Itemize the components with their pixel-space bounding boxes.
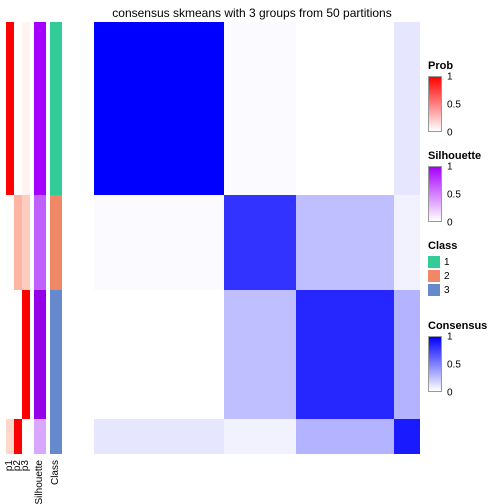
page-title: consensus skmeans with 3 groups from 50 … [0, 6, 504, 20]
anno-cell [6, 195, 14, 290]
heatmap-row [94, 290, 420, 420]
legend-title: Consensus [428, 320, 487, 332]
heatmap-row [94, 195, 420, 290]
heatmap-cell [94, 195, 224, 290]
legend-tick: 0 [447, 218, 453, 229]
anno-cell [14, 22, 22, 195]
legend-swatch-label: 3 [444, 285, 450, 296]
anno-cell [50, 290, 62, 420]
anno-col-class [50, 22, 62, 454]
anno-label-class: Class [50, 460, 61, 485]
anno-col-p3 [22, 22, 30, 454]
legend-tick: 0 [447, 128, 453, 139]
anno-cell [50, 419, 62, 454]
legend-swatch-row: 1 [428, 256, 457, 268]
legend-tick: 0.5 [447, 100, 461, 111]
legend-title: Class [428, 240, 457, 252]
legend-tick: 0.5 [447, 190, 461, 201]
legend-swatch [428, 284, 440, 296]
anno-cell [34, 290, 46, 420]
legend-class: Class 1 2 3 [428, 240, 457, 298]
heatmap-cell [94, 290, 224, 420]
annotation-columns [6, 22, 62, 454]
anno-cell [34, 419, 46, 454]
legend-swatch-row: 3 [428, 284, 457, 296]
anno-cell [50, 195, 62, 290]
heatmap-cell [394, 195, 420, 290]
legend-tick: 1 [447, 332, 453, 343]
legend-title: Silhouette [428, 150, 481, 162]
anno-col-p2 [14, 22, 22, 454]
heatmap-cell [94, 419, 224, 454]
anno-label-p3: p3 [20, 460, 31, 471]
anno-label-silhouette: Silhouette [34, 460, 45, 504]
legend-silhouette: Silhouette 10.50 [428, 150, 481, 222]
anno-cell [6, 419, 14, 454]
heatmap-cell [224, 419, 296, 454]
anno-cell [22, 290, 30, 420]
heatmap-cell [296, 290, 394, 420]
legend-gradient: 10.50 [428, 336, 442, 392]
anno-cell [6, 290, 14, 420]
legend-gradient: 10.50 [428, 76, 442, 132]
heatmap-cell [394, 419, 420, 454]
legend-swatch [428, 256, 440, 268]
anno-cell [14, 419, 22, 454]
anno-cell [22, 419, 30, 454]
heatmap-row [94, 22, 420, 195]
anno-cell [6, 22, 14, 195]
legend-tick: 0.5 [447, 360, 461, 371]
legend-gradient: 10.50 [428, 166, 442, 222]
heatmap-cell [224, 195, 296, 290]
heatmap-cell [224, 290, 296, 420]
heatmap-cell [94, 22, 224, 195]
legend-prob: Prob 10.50 [428, 60, 453, 132]
legend-swatch [428, 270, 440, 282]
anno-cell [22, 22, 30, 195]
legend-swatch-row: 2 [428, 270, 457, 282]
heatmap-cell [296, 22, 394, 195]
heatmap-row [94, 419, 420, 454]
heatmap-cell [296, 419, 394, 454]
legend-title: Prob [428, 60, 453, 72]
legend-consensus: Consensus 10.50 [428, 320, 487, 392]
consensus-heatmap [94, 22, 420, 454]
heatmap-cell [296, 195, 394, 290]
legend-tick: 1 [447, 162, 453, 173]
anno-cell [22, 195, 30, 290]
heatmap-cell [224, 22, 296, 195]
legend-swatch-label: 2 [444, 271, 450, 282]
legend-swatch-label: 1 [444, 257, 450, 268]
anno-col-p1 [6, 22, 14, 454]
legend-tick: 1 [447, 72, 453, 83]
anno-cell [34, 22, 46, 195]
anno-cell [50, 22, 62, 195]
anno-cell [14, 290, 22, 420]
heatmap-cell [394, 290, 420, 420]
anno-cell [34, 195, 46, 290]
legend-tick: 0 [447, 388, 453, 399]
anno-cell [14, 195, 22, 290]
anno-col-silhouette [34, 22, 46, 454]
heatmap-cell [394, 22, 420, 195]
